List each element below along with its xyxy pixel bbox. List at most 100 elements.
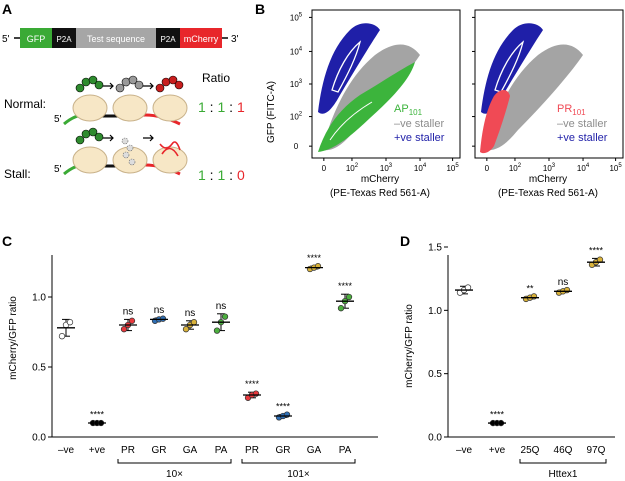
chart-d-y-tick-label: 1.0 <box>428 306 442 317</box>
chart-c-significance-label: ns <box>216 301 227 312</box>
chart-c-data-point <box>159 315 167 322</box>
stall-5prime: 5' <box>54 164 62 175</box>
chart-c-y-tick-label: 1.0 <box>32 293 46 304</box>
panel-a: A 5' GFP P2A Test sequence P2A mCherry 3… <box>2 1 245 183</box>
normal-ratio: 1 : 1 : 1 <box>198 99 245 115</box>
chart-d-data-point <box>563 286 571 294</box>
stall-arrow-2 <box>143 134 154 142</box>
flow-left-pos-contour <box>331 40 362 93</box>
panel-c: C mCherry/GFP ratio 0.0 0.5 1.0 –ve +ve PR GR G… <box>2 233 378 480</box>
chart-c-significance-label: **** <box>338 281 353 291</box>
flow-plot-left: AP101 –ve staller +ve staller 0 102 103 104… <box>290 9 461 173</box>
chart-c-data-point <box>58 333 66 340</box>
flow-left-legend-neg: –ve staller <box>394 118 444 130</box>
flow-left-x-tick-label: 105 <box>446 163 459 173</box>
chart-c-significance-label: **** <box>245 379 260 389</box>
flow-left-ap-contour <box>329 101 373 141</box>
ratio-header: Ratio <box>202 71 230 85</box>
chart-d-y-tick-label: 0.5 <box>428 369 442 380</box>
chart-c-x-tick-label: +ve <box>89 445 106 456</box>
test-sequence-label: Test sequence <box>87 34 145 44</box>
flow-right-xlabel-2: (PE-Texas Red 561-A) <box>498 188 598 199</box>
flow-left-legend-main: AP101 <box>394 103 423 117</box>
chart-c-x-tick-label: –ve <box>58 445 75 456</box>
flow-right-x-tick-label: 104 <box>577 163 590 173</box>
flow-left-x-tick-label: 0 <box>322 164 327 173</box>
construct-5prime: 5' <box>2 34 10 45</box>
chart-d-x-tick-label: –ve <box>456 445 473 456</box>
chart-c-significance-label: **** <box>276 402 291 412</box>
stall-cross-icon <box>159 141 181 157</box>
normal-ribosome-1 <box>72 94 108 122</box>
gfp-block <box>20 28 52 48</box>
p2a-right-block <box>156 28 180 48</box>
flow-left-ap-cloud <box>318 62 415 152</box>
p2a-left-label: P2A <box>56 35 72 44</box>
chart-c-data-point <box>337 305 345 312</box>
p2a-left-block <box>52 28 76 48</box>
panel-d: D mCherry/GFP ratio 0.0 0.5 1.0 1.5 –ve +ve 25… <box>400 233 615 480</box>
flow-y-axis-label: GFP (FITC-A) <box>266 81 277 143</box>
chart-d-significance-label: ** <box>526 283 534 293</box>
chart-c-data-point <box>190 319 198 326</box>
normal-5prime: 5' <box>54 114 62 125</box>
flow-left-xlabel-1: mCherry <box>361 174 399 185</box>
chart-c-x-tick-label: PA <box>215 445 228 456</box>
chart-c-significance-label: ns <box>185 308 196 319</box>
chart-d-x-tick-label: 97Q <box>587 445 606 456</box>
flow-right-pr-cloud <box>480 90 510 154</box>
chart-d-x-tick-label: 46Q <box>554 445 573 456</box>
stall-ribosome-3 <box>152 146 188 174</box>
flow-right-x-tick-label: 103 <box>543 163 556 173</box>
stall-ratio: 1 : 1 : 0 <box>198 167 245 183</box>
panel-label-c: C <box>2 233 12 249</box>
stall-chain-test <box>121 137 136 166</box>
normal-arrow-2 <box>143 82 154 90</box>
chart-c-x-tick-label: GA <box>307 445 322 456</box>
flow-right-x-tick-label: 105 <box>609 163 622 173</box>
chart-c-group-label: 101× <box>287 469 310 480</box>
flow-left-x-tick-label: 103 <box>380 163 393 173</box>
panel-label-d: D <box>400 233 410 249</box>
mcherry-block <box>180 28 222 48</box>
panel-label-b: B <box>255 1 265 17</box>
flow-right-pos-contour <box>494 40 525 93</box>
chart-c-significance-label: **** <box>90 409 105 419</box>
stall-chain-gfp <box>75 127 104 145</box>
panel-label-a: A <box>2 1 12 17</box>
normal-ribosome-2 <box>112 94 148 122</box>
flow-right-legend-pos: +ve staller <box>557 132 608 144</box>
chart-d-group-label: Httex1 <box>549 469 578 480</box>
normal-ribosome-3 <box>152 94 188 122</box>
flow-left-y-tick-label: 102 <box>290 112 303 122</box>
chart-c-ylabel: mCherry/GFP ratio <box>8 296 19 380</box>
chart-d-significance-label: **** <box>589 245 604 255</box>
p2a-right-label: P2A <box>160 35 176 44</box>
chart-c-data-point <box>66 319 74 326</box>
flow-plot-right: PR101 –ve staller +ve staller 0 102 103 104… <box>472 9 624 173</box>
flow-left-x-tick-label: 102 <box>346 163 359 173</box>
chart-c-significance-label: ns <box>123 306 134 317</box>
flow-left-legend-pos: +ve staller <box>394 132 445 144</box>
chart-c-data-point <box>213 327 221 334</box>
flow-left-x-tick-label: 104 <box>414 163 427 173</box>
construct-3prime: 3' <box>231 34 239 45</box>
flow-left-y-tick-label: 105 <box>290 12 303 22</box>
chart-c-data-point <box>345 293 353 301</box>
chart-c-x-tick-label: PR <box>245 445 259 456</box>
chart-d-data-point <box>530 293 538 300</box>
chart-c-data-point <box>120 326 128 333</box>
chart-c-x-tick-label: PR <box>121 445 135 456</box>
chart-d-group-bracket <box>519 459 607 464</box>
normal-arrow-1 <box>103 82 114 90</box>
panel-b: B GFP (FITC-A) AP101 –ve staller +ve sta… <box>255 1 624 199</box>
chart-d-ylabel: mCherry/GFP ratio <box>404 304 415 388</box>
flow-right-x-tick-label: 102 <box>509 163 522 173</box>
chart-c-group-label: 10× <box>166 469 183 480</box>
chart-c-x-tick-label: GR <box>276 445 291 456</box>
stall-ribosome-1 <box>72 146 108 174</box>
flow-left-y-tick-label: 103 <box>290 79 303 89</box>
chart-c-significance-label: ns <box>154 305 165 316</box>
flow-left-y-tick-label: 104 <box>290 46 303 56</box>
